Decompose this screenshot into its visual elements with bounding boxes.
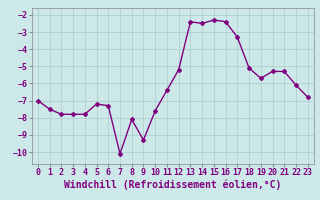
X-axis label: Windchill (Refroidissement éolien,°C): Windchill (Refroidissement éolien,°C) [64, 180, 282, 190]
